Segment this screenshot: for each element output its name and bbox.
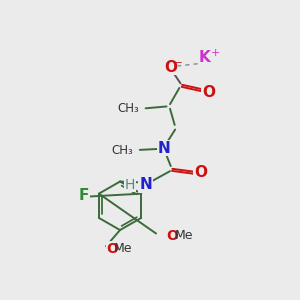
Text: Me: Me — [175, 229, 193, 242]
Text: H: H — [125, 178, 135, 192]
Text: O: O — [194, 165, 207, 180]
Text: −: − — [174, 58, 183, 68]
Text: +: + — [211, 48, 220, 58]
Text: O: O — [165, 60, 178, 75]
Text: O: O — [167, 229, 178, 243]
Text: N: N — [139, 178, 152, 193]
Text: N: N — [158, 140, 171, 155]
Text: O: O — [106, 242, 118, 256]
Text: CH₃: CH₃ — [117, 102, 139, 115]
Text: CH₃: CH₃ — [111, 144, 133, 157]
Text: K: K — [199, 50, 211, 65]
Text: F: F — [79, 188, 89, 203]
Text: Me: Me — [114, 242, 133, 255]
Text: O: O — [202, 85, 215, 100]
